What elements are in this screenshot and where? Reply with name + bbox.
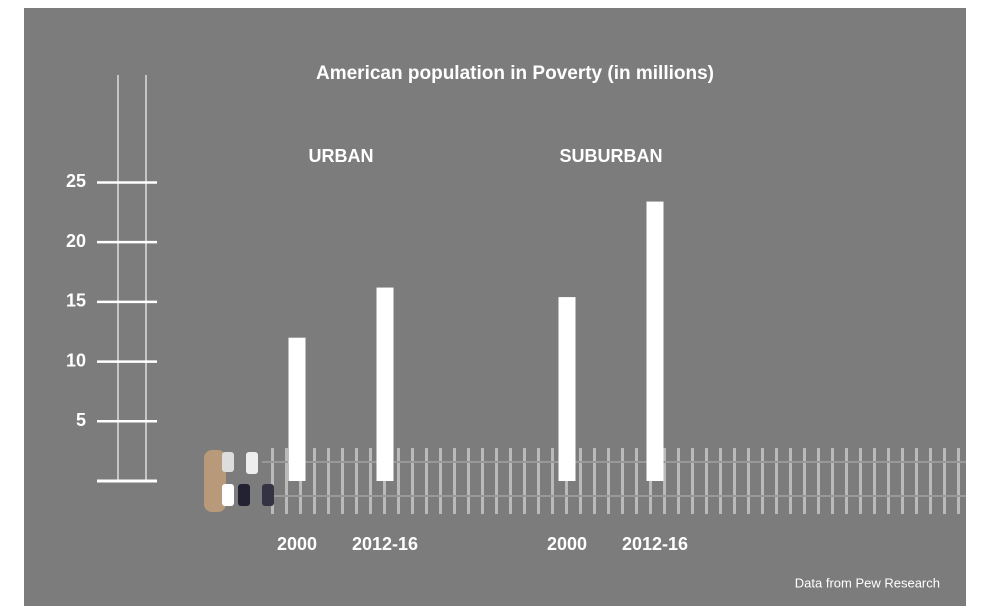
y-tick-label: 10 [66,350,86,370]
track [204,448,966,514]
x-tick-label: 2000 [547,534,587,554]
x-tick-label: 2012-16 [352,534,418,554]
y-tick-label: 15 [66,291,86,311]
chart-title: American population in Poverty (in milli… [316,63,714,84]
source-note: Data from Pew Research [795,575,940,590]
y-tick-label: 5 [76,410,86,430]
bar [646,201,664,481]
group-label: URBAN [309,146,374,166]
y-tick-label: 25 [66,171,86,191]
bar [558,297,576,481]
x-tick-label: 2000 [277,534,317,554]
background [24,8,966,606]
bar [288,337,306,481]
x-tick-label: 2012-16 [622,534,688,554]
bar [376,287,394,481]
y-tick-label: 20 [66,231,86,251]
group-label: SUBURBAN [560,146,663,166]
